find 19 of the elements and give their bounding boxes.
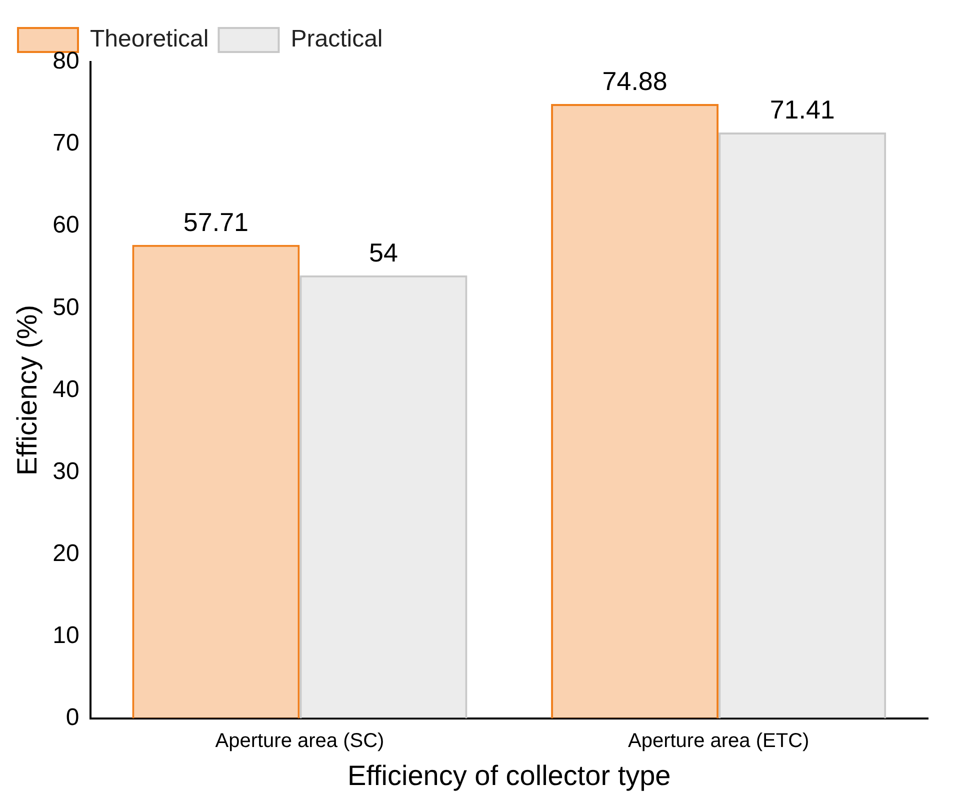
y-tick-label: 30 xyxy=(52,458,80,485)
y-tick-label: 0 xyxy=(66,704,80,732)
x-tick-label: Aperture area (SC) xyxy=(215,730,384,752)
y-axis-title: Efficiency (%) xyxy=(12,304,43,476)
data-label: 57.71 xyxy=(183,207,248,238)
legend-label: Practical xyxy=(290,26,383,53)
y-tick-label: 60 xyxy=(52,212,80,239)
x-tick-label: Aperture area (ETC) xyxy=(628,730,810,752)
y-tick-label: 10 xyxy=(52,622,80,649)
data-label: 74.88 xyxy=(602,66,668,96)
data-label: 54 xyxy=(369,238,398,268)
y-tick-label: 40 xyxy=(52,376,80,403)
y-tick-label: 70 xyxy=(52,130,80,157)
y-tick-label: 20 xyxy=(52,540,80,567)
x-axis-title: Efficiency of collector type xyxy=(348,760,671,791)
data-label: 71.41 xyxy=(770,94,835,125)
legend-label: Theoretical xyxy=(90,26,209,53)
y-tick-label: 80 xyxy=(52,48,80,75)
y-tick-label: 50 xyxy=(52,294,80,321)
